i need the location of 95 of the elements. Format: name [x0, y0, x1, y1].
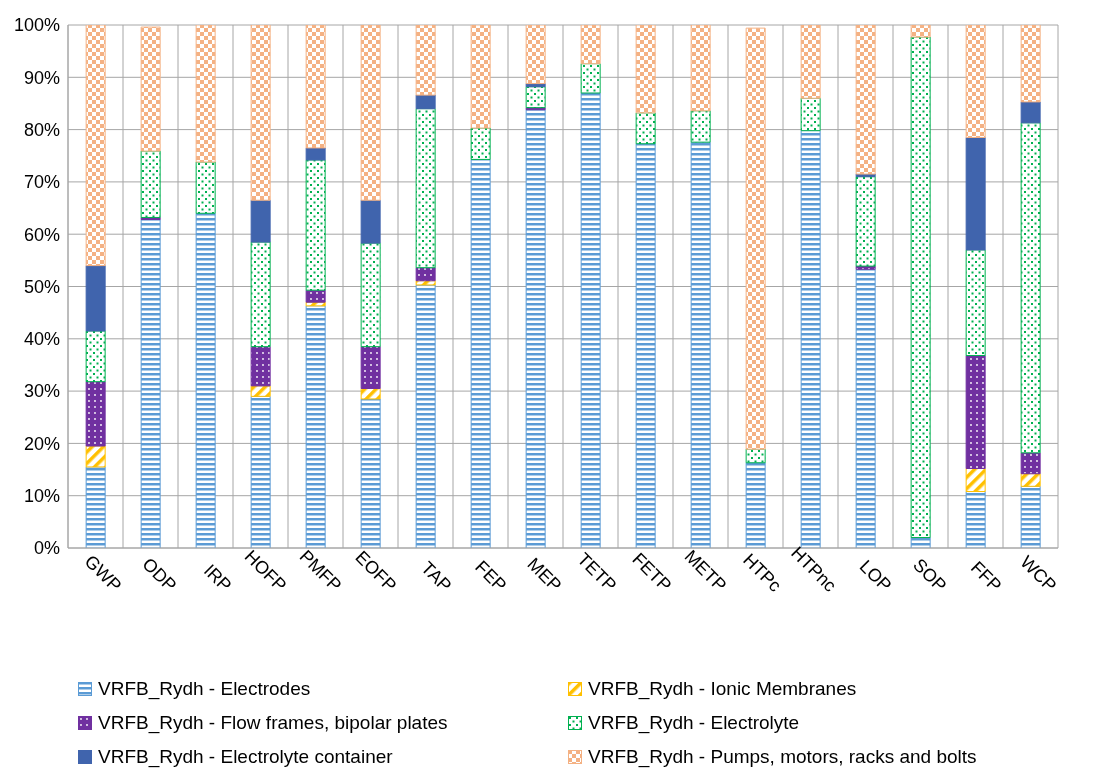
- bar: [745, 27, 766, 450]
- bar: [910, 25, 931, 38]
- bar: [415, 25, 436, 96]
- bar: [85, 330, 106, 383]
- bar: [580, 92, 601, 548]
- bar: [1020, 452, 1041, 475]
- bar: [250, 346, 271, 387]
- bar: [415, 280, 436, 286]
- bar: [855, 268, 876, 548]
- bar: [195, 161, 216, 214]
- bar: [690, 25, 711, 112]
- x-tick-label: ODP: [138, 553, 181, 596]
- bar: [85, 445, 106, 468]
- y-tick-label: 30%: [23, 381, 60, 402]
- y-tick-label: 70%: [23, 172, 60, 193]
- x-tick-label: SOP: [909, 554, 951, 596]
- legend-label: VRFB_Rydh - Flow frames, bipolar plates: [98, 712, 448, 734]
- bar: [195, 212, 216, 548]
- bar: [360, 25, 381, 201]
- bar: [525, 25, 546, 85]
- bar: [635, 25, 656, 114]
- bar: [85, 466, 106, 548]
- x-tick-label: MEP: [523, 553, 566, 596]
- bar: [85, 381, 106, 447]
- bar: [965, 355, 986, 469]
- y-tick-label: 100%: [13, 15, 60, 36]
- bar: [525, 109, 546, 548]
- bar: [800, 130, 821, 548]
- bar: [305, 289, 326, 303]
- bar: [305, 159, 326, 291]
- bar: [745, 462, 766, 548]
- y-tick-label: 40%: [23, 329, 60, 350]
- bar: [415, 108, 436, 269]
- bar: [690, 141, 711, 548]
- legend-label: VRFB_Rydh - Electrolyte: [588, 712, 800, 734]
- bar: [360, 242, 381, 348]
- bar: [580, 63, 601, 94]
- y-tick-label: 0%: [33, 538, 60, 559]
- x-tick-label: FEP: [471, 556, 511, 596]
- y-tick-label: 60%: [23, 224, 60, 245]
- bar: [525, 86, 546, 109]
- bar: [305, 147, 326, 161]
- bar: [855, 176, 876, 267]
- bar: [1020, 473, 1041, 487]
- bar: [855, 25, 876, 175]
- bar: [140, 26, 161, 152]
- bar: [140, 150, 161, 218]
- bar: [85, 25, 106, 267]
- bar: [965, 249, 986, 357]
- bar: [360, 398, 381, 548]
- bar: [415, 267, 436, 282]
- bar: [250, 199, 271, 243]
- bar: [800, 97, 821, 132]
- x-tick-label: FFP: [967, 557, 1006, 596]
- bar: [965, 136, 986, 251]
- legend-label: VRFB_Rydh - Electrolyte container: [98, 746, 393, 768]
- legend-label: VRFB_Rydh - Ionic Membranes: [588, 678, 857, 700]
- bar: [470, 25, 491, 129]
- bar: [360, 346, 381, 389]
- bar: [910, 36, 931, 539]
- bar: [690, 110, 711, 143]
- bar: [965, 468, 986, 493]
- bar: [85, 265, 106, 332]
- bar: [470, 158, 491, 548]
- y-tick-label: 80%: [23, 119, 60, 140]
- y-tick-label: 20%: [23, 433, 60, 454]
- bar: [965, 491, 986, 548]
- bar: [635, 112, 656, 145]
- bar: [965, 25, 986, 138]
- bar: [800, 25, 821, 99]
- bar: [1020, 101, 1041, 124]
- bar: [360, 387, 381, 400]
- bar: [415, 284, 436, 548]
- y-tick-label: 90%: [23, 67, 60, 88]
- bar: [1020, 122, 1041, 454]
- bar: [140, 219, 161, 548]
- bar: [470, 127, 491, 160]
- bar: [305, 305, 326, 548]
- x-tick-label: IRP: [199, 560, 236, 596]
- y-tick-label: 10%: [23, 486, 60, 507]
- legend-label: VRFB_Rydh - Electrodes: [98, 678, 311, 700]
- bar: [635, 143, 656, 548]
- bar: [195, 25, 216, 163]
- bar: [360, 199, 381, 244]
- legend-label: VRFB_Rydh - Pumps, motors, racks and bolts: [588, 746, 977, 768]
- bar: [580, 25, 601, 65]
- bar: [305, 25, 326, 149]
- bar: [250, 395, 271, 548]
- bar: [250, 25, 271, 201]
- bar: [1020, 25, 1041, 103]
- y-tick-label: 50%: [23, 276, 60, 297]
- bar: [250, 241, 271, 348]
- x-tick-label: LOP: [855, 556, 896, 596]
- bar: [1020, 485, 1041, 548]
- x-tick-label: TAP: [417, 557, 456, 596]
